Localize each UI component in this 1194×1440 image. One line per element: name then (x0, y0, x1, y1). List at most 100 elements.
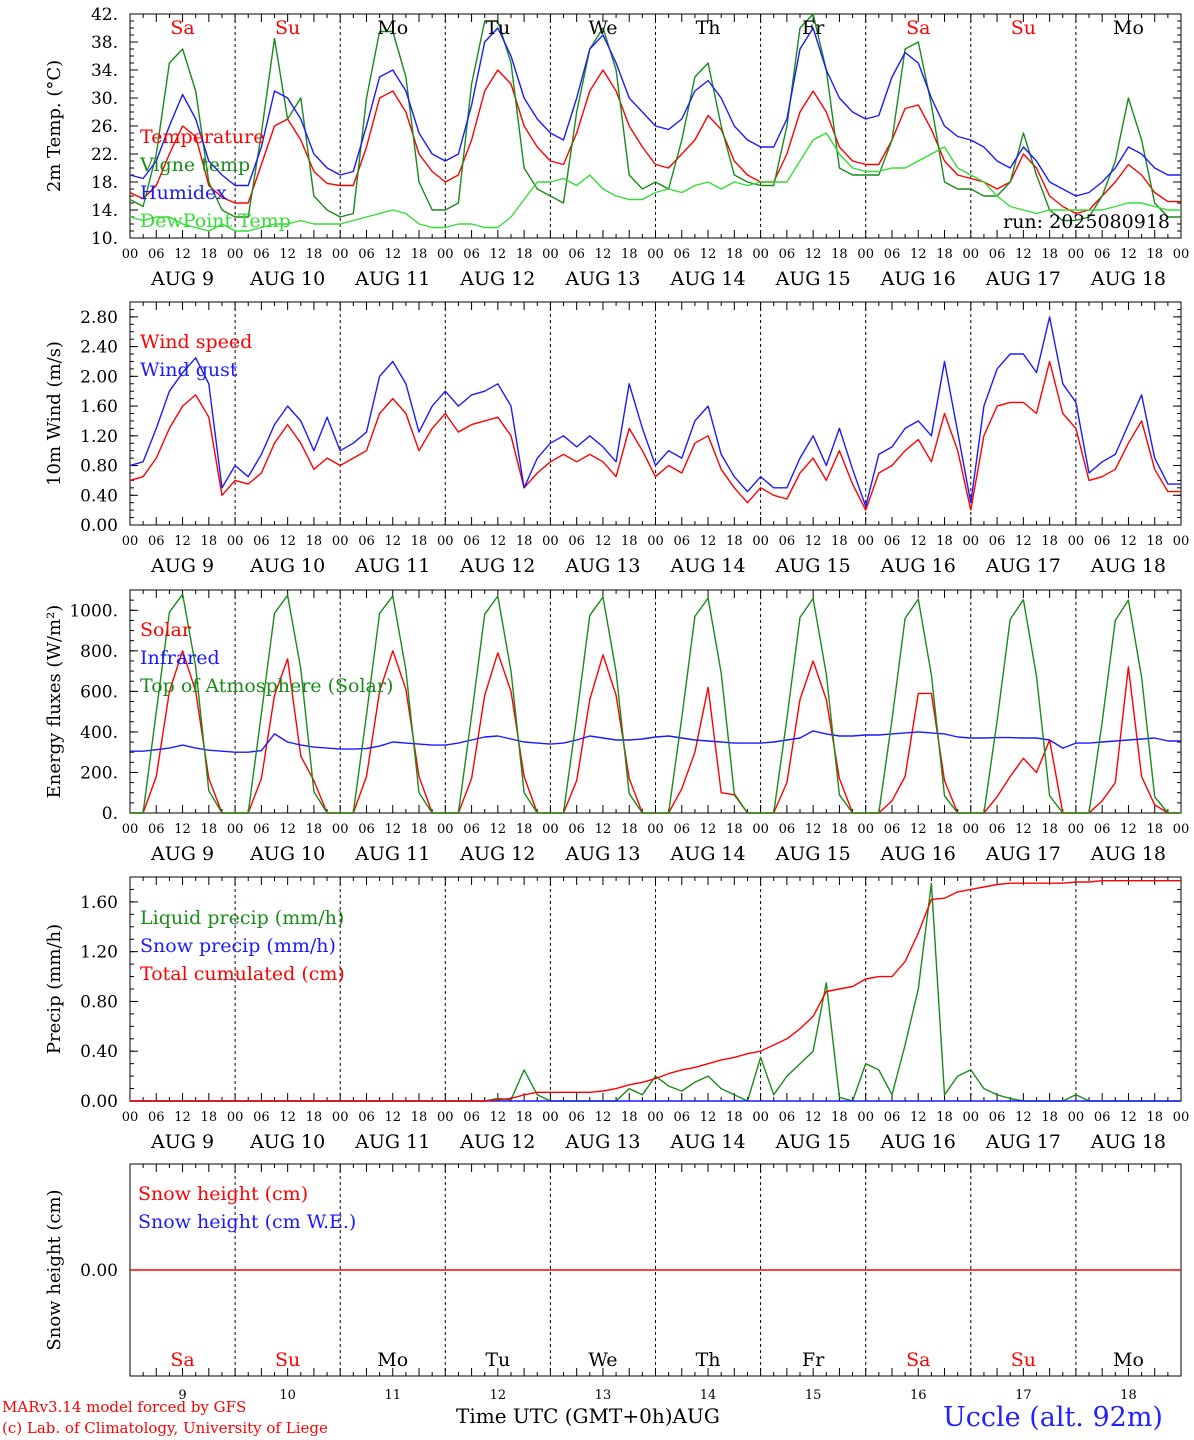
weekday-label: Sa (906, 17, 930, 39)
run-annotation: run: 2025080918 (1003, 211, 1170, 233)
plot-frame (129, 301, 1182, 526)
hour-tick-label: 18 (726, 1110, 743, 1125)
hour-tick-label: 06 (884, 534, 901, 549)
hour-tick-label: 00 (227, 822, 244, 837)
hour-tick-label: 06 (779, 822, 796, 837)
y-axis-title: 2m Temp. (°C) (44, 60, 65, 192)
weekday-label: Fr (802, 1349, 825, 1371)
legend-entry: Temperature (140, 126, 264, 148)
weekday-label: Su (275, 1349, 300, 1371)
y-tick-label: 0.40 (80, 1042, 118, 1062)
legend-entry: Snow height (cm) (138, 1183, 308, 1205)
day-label: AUG 16 (880, 268, 956, 290)
hour-tick-label: 18 (306, 534, 323, 549)
hour-tick-label: 00 (857, 1110, 874, 1125)
y-tick-label: 22. (91, 145, 118, 165)
hour-tick-label: 06 (1094, 247, 1111, 262)
hour-tick-label: 18 (1146, 822, 1163, 837)
day-label: AUG 11 (354, 1131, 430, 1153)
y-tick-label: 34. (91, 61, 118, 81)
y-tick-label: 42. (91, 5, 118, 25)
day-label: AUG 11 (354, 843, 430, 865)
hour-tick-label: 18 (831, 822, 848, 837)
series-line (129, 69, 1181, 215)
hour-tick-label: 18 (201, 534, 218, 549)
hour-tick-label: 00 (857, 247, 874, 262)
day-label: AUG 13 (564, 268, 640, 290)
y-tick-label: 2.40 (80, 338, 118, 358)
hour-tick-label: 06 (989, 534, 1006, 549)
hour-tick-label: 00 (437, 247, 454, 262)
hour-tick-label: 12 (1015, 1110, 1032, 1125)
hour-tick-label: 00 (963, 534, 980, 549)
hour-tick-label: 12 (1015, 534, 1032, 549)
hour-tick-label: 00 (332, 822, 349, 837)
y-tick-label: 800. (80, 642, 118, 662)
hour-tick-label: 06 (568, 1110, 585, 1125)
hour-tick-label: 06 (148, 822, 165, 837)
hour-tick-label: 18 (411, 534, 428, 549)
weekday-label: Sa (170, 17, 194, 39)
hour-tick-label: 12 (805, 247, 822, 262)
y-tick-label: 0.40 (80, 486, 118, 506)
hour-tick-label: 06 (148, 534, 165, 549)
day-label: AUG 9 (150, 843, 214, 865)
day-label: AUG 18 (1090, 555, 1166, 577)
day-label: AUG 10 (249, 268, 325, 290)
hour-tick-label: 06 (989, 1110, 1006, 1125)
hour-tick-label: 18 (411, 1110, 428, 1125)
hour-tick-label: 00 (542, 822, 559, 837)
legend-entry: Vigne temp (139, 154, 250, 176)
hour-tick-label: 06 (358, 822, 375, 837)
hour-tick-label: 18 (201, 822, 218, 837)
series-line (130, 880, 1181, 1102)
weekday-label: Su (1011, 1349, 1036, 1371)
hour-tick-label: 06 (1094, 534, 1111, 549)
hour-tick-label: 12 (910, 822, 927, 837)
hour-tick-label: 06 (463, 1110, 480, 1125)
y-tick-label: 1000. (69, 601, 118, 621)
y-tick-label: 1.60 (80, 397, 118, 417)
weekday-label: Mo (1113, 17, 1144, 39)
hour-tick-label: 12 (490, 822, 507, 837)
hour-tick-label: 12 (595, 1110, 612, 1125)
day-number: 15 (805, 1388, 822, 1403)
y-tick-label: 0. (102, 804, 118, 824)
hour-tick-label: 18 (306, 822, 323, 837)
hour-tick-label: 00 (963, 822, 980, 837)
y-tick-label: 26. (91, 117, 118, 137)
series-line (129, 27, 1181, 197)
day-label: AUG 13 (564, 843, 640, 865)
hour-tick-label: 06 (674, 247, 691, 262)
day-label: AUG 16 (880, 555, 956, 577)
weekday-label: Tu (485, 17, 510, 39)
hour-tick-label: 06 (1094, 1110, 1111, 1125)
hour-tick-label: 06 (1094, 822, 1111, 837)
y-tick-label: 0.00 (80, 1261, 118, 1281)
legend-entry: Wind gust (140, 359, 238, 381)
y-tick-label: 2.80 (80, 308, 118, 328)
hour-tick-label: 18 (621, 822, 638, 837)
hour-tick-label: 06 (884, 247, 901, 262)
hour-tick-label: 12 (1120, 822, 1137, 837)
hour-tick-label: 00 (963, 1110, 980, 1125)
hour-tick-label: 18 (1146, 534, 1163, 549)
hour-tick-label: 00 (437, 1110, 454, 1125)
hour-tick-label: 00 (332, 247, 349, 262)
hour-tick-label: 00 (752, 1110, 769, 1125)
hour-tick-label: 12 (279, 247, 296, 262)
hour-tick-label: 06 (463, 534, 480, 549)
hour-tick-label: 00 (963, 247, 980, 262)
weekday-label: Th (696, 17, 721, 39)
weekday-label: Tu (485, 1349, 510, 1371)
y-axis-title: Precip (mm/h) (44, 924, 65, 1054)
hour-tick-label: 12 (384, 247, 401, 262)
hour-tick-label: 06 (779, 247, 796, 262)
hour-tick-label: 18 (726, 247, 743, 262)
day-label: AUG 18 (1090, 1131, 1166, 1153)
legend-entry: Top of Atmosphere (Solar) (140, 675, 393, 697)
y-tick-label: 0.00 (80, 516, 118, 536)
day-number: 13 (595, 1388, 612, 1403)
day-label: AUG 10 (249, 843, 325, 865)
series-line (129, 132, 1181, 232)
